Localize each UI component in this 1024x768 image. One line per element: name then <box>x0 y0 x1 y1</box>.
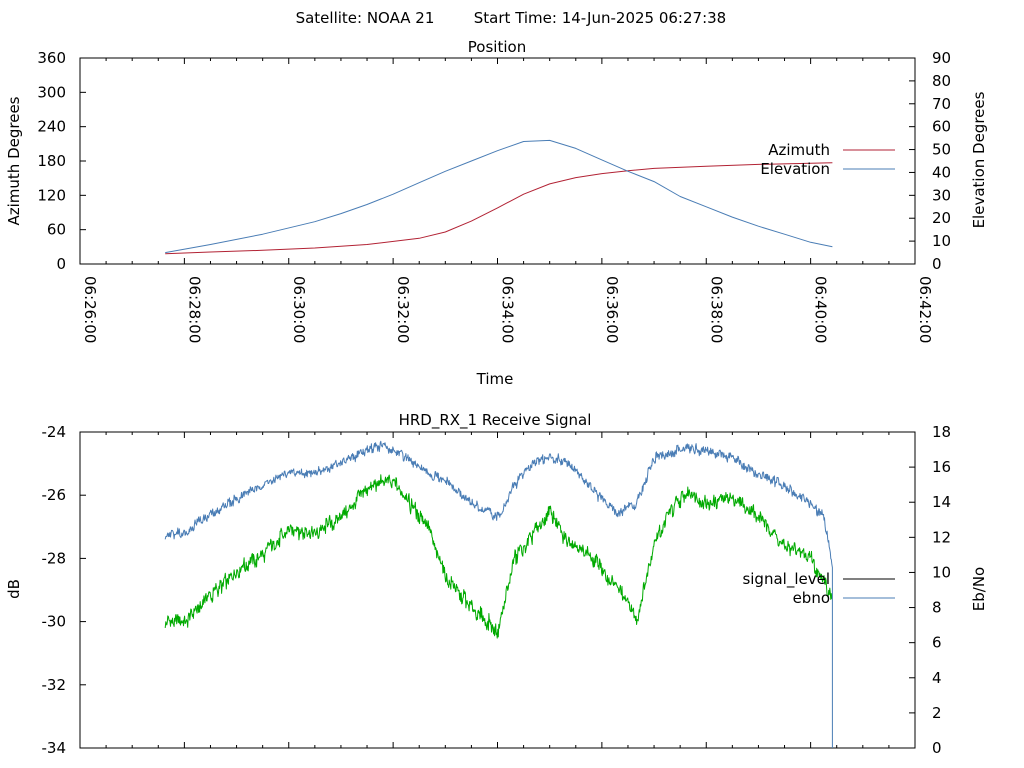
position-x-tick-label: 06:36:00 <box>603 276 621 343</box>
position-x-tick-label: 06:28:00 <box>185 276 203 343</box>
position-y-label: Azimuth Degrees <box>5 96 23 225</box>
position-y-tick-label: 240 <box>37 118 66 136</box>
signal-y2-label: Eb/No <box>970 567 988 611</box>
position-y2-tick-label: 50 <box>932 141 951 159</box>
position-y-tick-label: 180 <box>37 152 66 170</box>
position-y2-tick-label: 60 <box>932 118 951 136</box>
position-x-tick-label: 06:38:00 <box>707 276 725 343</box>
position-y2-tick-label: 20 <box>932 209 951 227</box>
signal-y-tick-label: -26 <box>42 486 67 504</box>
signal-y-label: dB <box>5 579 23 599</box>
signal-legend-label: ebno <box>793 589 830 607</box>
position-y-tick-label: 120 <box>37 186 66 204</box>
position-series-azimuth <box>165 162 833 255</box>
position-y2-tick-label: 80 <box>932 72 951 90</box>
signal-y2-tick-label: 18 <box>932 423 951 441</box>
position-y2-tick-label: 40 <box>932 163 951 181</box>
position-y-tick-label: 60 <box>47 221 66 239</box>
position-y2-tick-label: 0 <box>932 255 942 273</box>
signal-y2-tick-label: 4 <box>932 669 942 687</box>
signal-y-tick-label: -28 <box>42 549 67 567</box>
signal-y2-tick-label: 6 <box>932 634 942 652</box>
signal-series-ebno <box>164 440 833 748</box>
signal-y2-tick-label: 0 <box>932 739 942 757</box>
signal-y-tick-label: -30 <box>42 613 67 631</box>
signal-y-tick-label: -34 <box>42 739 67 757</box>
signal-y2-tick-label: 10 <box>932 563 951 581</box>
signal-y2-tick-label: 16 <box>932 458 951 476</box>
position-x-tick-label: 06:40:00 <box>812 276 830 343</box>
position-y-tick-label: 360 <box>37 49 66 67</box>
position-x-tick-label: 06:34:00 <box>499 276 517 343</box>
signal-y2-tick-label: 14 <box>932 493 951 511</box>
position-y2-tick-label: 30 <box>932 186 951 204</box>
signal-y-tick-label: -24 <box>42 423 67 441</box>
position-y-tick-label: 300 <box>37 83 66 101</box>
signal-frame <box>79 431 916 749</box>
position-x-tick-label: 06:32:00 <box>394 276 412 343</box>
position-x-tick-label: 06:42:00 <box>916 276 934 343</box>
start-time-label: Start Time: 14-Jun-2025 06:27:38 <box>474 9 726 27</box>
position-y2-label: Elevation Degrees <box>970 91 988 228</box>
signal-chart-title: HRD_RX_1 Receive Signal <box>399 411 592 430</box>
position-legend-label: Azimuth <box>768 141 830 159</box>
position-legend-label: Elevation <box>760 160 830 178</box>
position-chart: 06:26:00 06:28:00 06:30:00 06:32:00 06:34:00… <box>37 49 951 343</box>
signal-series-signal-level <box>164 474 833 639</box>
position-x-label: Time <box>476 370 514 388</box>
signal-chart: -34 -32 -30 -28 -26 -24 0 2 4 6 8 10 12 14 16 18 signal_… <box>42 423 952 757</box>
position-y2-tick-label: 90 <box>932 49 951 67</box>
position-series-elevation <box>165 139 833 254</box>
position-y2-tick-label: 10 <box>932 232 951 250</box>
satellite-label: Satellite: NOAA 21 <box>296 9 435 27</box>
signal-y2-tick-label: 12 <box>932 528 951 546</box>
signal-legend-label: signal_level <box>742 570 830 589</box>
position-chart-title: Position <box>468 38 526 56</box>
position-x-tick-label: 06:30:00 <box>290 276 308 343</box>
position-y-tick-label: 0 <box>56 255 66 273</box>
signal-y2-tick-label: 8 <box>932 599 942 617</box>
position-y2-tick-label: 70 <box>932 95 951 113</box>
position-x-tick-label: 06:26:00 <box>81 276 99 343</box>
signal-y2-tick-label: 2 <box>932 704 942 722</box>
signal-y-tick-label: -32 <box>42 676 67 694</box>
